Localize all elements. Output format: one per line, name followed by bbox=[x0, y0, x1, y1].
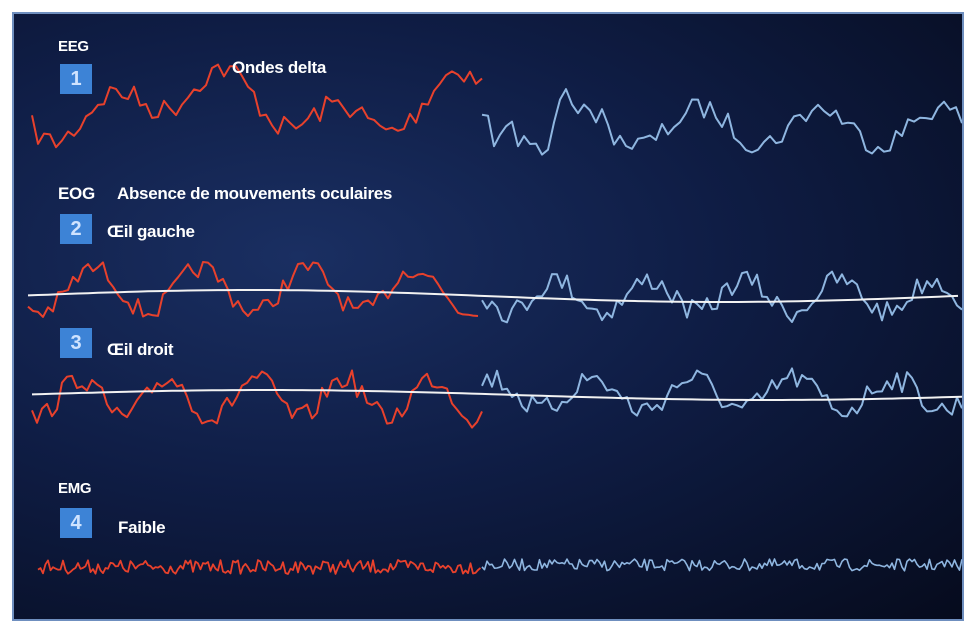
left-eye-trace-blue bbox=[481, 270, 962, 324]
emg-trace-red bbox=[37, 559, 482, 575]
left-eye-caption: Œil gauche bbox=[107, 222, 195, 241]
right-eye-caption: Œil droit bbox=[107, 340, 174, 359]
right-eye-baseline bbox=[31, 389, 962, 401]
left-eye-trace-red bbox=[27, 261, 479, 318]
eeg-trace-red bbox=[31, 63, 483, 149]
left-eye-baseline bbox=[27, 289, 959, 303]
emg-trace-blue bbox=[481, 558, 962, 572]
eeg-label: EEG bbox=[58, 38, 89, 55]
left-eye-badge: 2 bbox=[60, 214, 92, 244]
eeg-badge: 1 bbox=[60, 64, 92, 94]
right-eye-trace-red bbox=[31, 369, 483, 429]
right-eye-trace-blue bbox=[481, 367, 962, 418]
eeg-trace-blue bbox=[481, 88, 962, 156]
signal-panel: EEG 1 Ondes delta EOG Absence de mouveme… bbox=[12, 12, 964, 621]
eog-label: EOG bbox=[58, 184, 95, 203]
eeg-caption: Ondes delta bbox=[232, 58, 327, 77]
emg-badge: 4 bbox=[60, 508, 92, 538]
right-eye-badge: 3 bbox=[60, 328, 92, 358]
signal-traces bbox=[27, 63, 962, 575]
emg-caption: Faible bbox=[118, 518, 166, 537]
eog-caption: Absence de mouvements oculaires bbox=[117, 184, 393, 203]
emg-label: EMG bbox=[58, 480, 92, 497]
